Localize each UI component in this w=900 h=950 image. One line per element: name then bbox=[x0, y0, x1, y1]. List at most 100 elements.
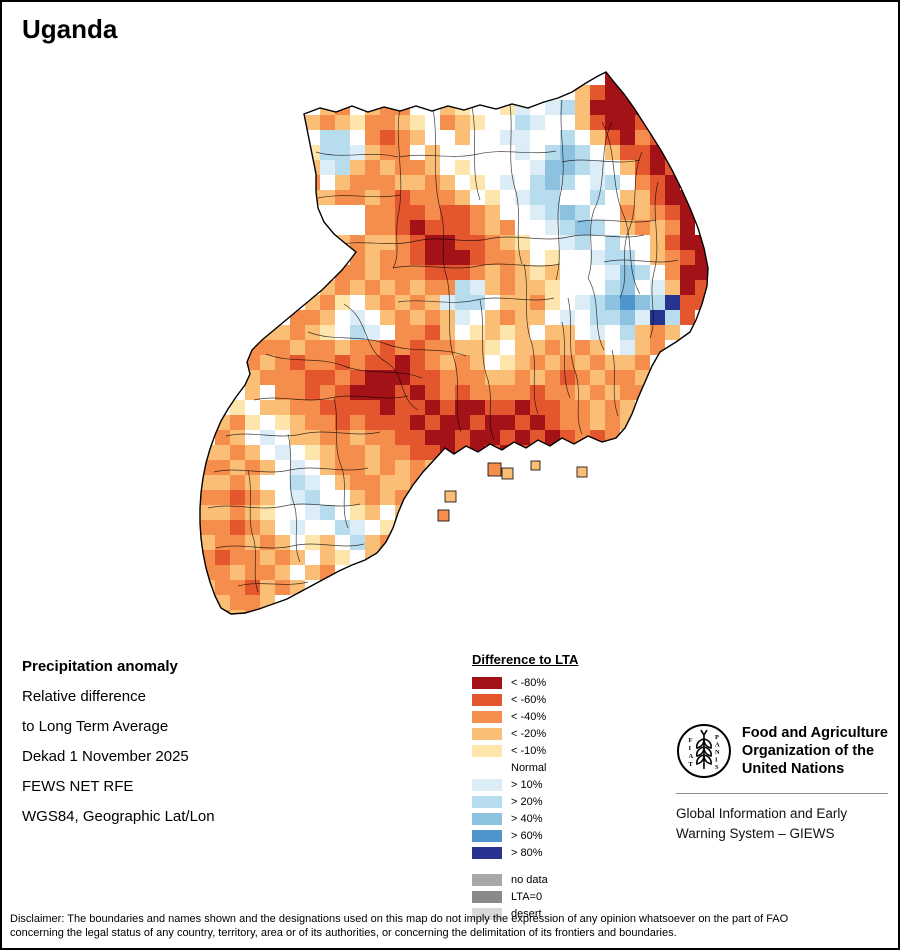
map-cell bbox=[680, 250, 695, 265]
map-cell bbox=[425, 430, 440, 445]
map-cell bbox=[395, 220, 410, 235]
legend-label: > 20% bbox=[511, 795, 543, 808]
map-cell bbox=[605, 280, 620, 295]
map-cell bbox=[590, 220, 605, 235]
map-cell bbox=[380, 220, 395, 235]
map-cell bbox=[500, 235, 515, 250]
disclaimer: Disclaimer: The boundaries and names sho… bbox=[10, 912, 894, 940]
map-cell bbox=[455, 220, 470, 235]
map-cell bbox=[470, 190, 485, 205]
legend-label: LTA=0 bbox=[511, 890, 543, 903]
map-cell bbox=[290, 415, 305, 430]
map-cell bbox=[605, 310, 620, 325]
map-cell bbox=[605, 115, 620, 130]
district-line bbox=[287, 433, 301, 563]
map-cell bbox=[485, 145, 500, 160]
map-cell bbox=[440, 385, 455, 400]
map-cell bbox=[350, 460, 365, 475]
map-cell bbox=[650, 160, 665, 175]
map-cell bbox=[305, 535, 320, 550]
map-cell bbox=[680, 205, 695, 220]
map-cell bbox=[275, 460, 290, 475]
map-cell bbox=[605, 385, 620, 400]
map-cell bbox=[395, 295, 410, 310]
map-cell bbox=[200, 535, 215, 550]
map-cell bbox=[500, 355, 515, 370]
map-cell bbox=[560, 100, 575, 115]
map-cell bbox=[695, 250, 708, 265]
map-cell bbox=[440, 190, 455, 205]
legend-title: Difference to LTA bbox=[472, 652, 579, 667]
map-cell bbox=[515, 415, 530, 430]
legend-item: > 20% bbox=[472, 793, 652, 810]
district-line bbox=[225, 431, 381, 437]
map-cell bbox=[515, 430, 530, 445]
map-cell bbox=[440, 430, 455, 445]
map-cell bbox=[560, 295, 575, 310]
map-cell bbox=[455, 175, 470, 190]
map-cell bbox=[455, 295, 470, 310]
map-cell bbox=[410, 340, 425, 355]
map-cell bbox=[395, 475, 410, 490]
map-cell bbox=[260, 385, 275, 400]
map-cell bbox=[380, 445, 395, 460]
map-cell bbox=[530, 310, 545, 325]
map-cell bbox=[560, 340, 575, 355]
map-cell bbox=[650, 265, 665, 280]
legend-swatch bbox=[472, 846, 502, 859]
map-cell bbox=[245, 580, 260, 595]
map-cell bbox=[440, 235, 455, 250]
map-cell bbox=[260, 370, 275, 385]
country-outline bbox=[199, 71, 709, 615]
map-cell bbox=[290, 535, 305, 550]
map-cell bbox=[635, 265, 650, 280]
map-cell bbox=[575, 190, 590, 205]
map-cell bbox=[500, 415, 515, 430]
map-cell bbox=[245, 430, 260, 445]
legend-item: < -20% bbox=[472, 725, 652, 742]
map-cell bbox=[260, 505, 275, 520]
map-cell bbox=[395, 160, 410, 175]
map-cell bbox=[245, 595, 260, 610]
map-cell bbox=[605, 250, 620, 265]
map-cell bbox=[380, 535, 395, 550]
map-cell bbox=[335, 280, 350, 295]
map-cell bbox=[560, 325, 575, 340]
map-cell bbox=[575, 325, 590, 340]
map-cell bbox=[410, 475, 425, 490]
map-cell bbox=[500, 160, 515, 175]
map-cell bbox=[470, 130, 485, 145]
map-cell bbox=[305, 415, 320, 430]
lake-island bbox=[576, 466, 588, 478]
map-cell bbox=[260, 535, 275, 550]
raster-grid bbox=[200, 72, 708, 614]
map-cell bbox=[560, 175, 575, 190]
map-cell bbox=[515, 340, 530, 355]
map-cell bbox=[545, 190, 560, 205]
map-cell bbox=[305, 115, 320, 130]
legend-item: Normal bbox=[472, 759, 652, 776]
map-cell bbox=[605, 145, 620, 160]
map-cell bbox=[380, 190, 395, 205]
map-cell bbox=[590, 265, 605, 280]
map-cell bbox=[665, 310, 680, 325]
map-cell bbox=[275, 580, 290, 595]
map-cell bbox=[365, 175, 380, 190]
map-cell bbox=[560, 445, 575, 460]
map-cell bbox=[515, 220, 530, 235]
map-cell bbox=[305, 490, 320, 505]
map-cell bbox=[455, 310, 470, 325]
map-cell bbox=[215, 475, 230, 490]
map-cell bbox=[545, 430, 560, 445]
map-cell bbox=[260, 415, 275, 430]
map-cell bbox=[515, 280, 530, 295]
map-cell bbox=[485, 385, 500, 400]
map-cell bbox=[335, 325, 350, 340]
map-cell bbox=[635, 340, 650, 355]
legend-swatch bbox=[472, 761, 502, 774]
map-cell bbox=[500, 370, 515, 385]
map-cell bbox=[230, 415, 245, 430]
legend-label: > 60% bbox=[511, 829, 543, 842]
map-cell bbox=[485, 235, 500, 250]
map-cell bbox=[365, 250, 380, 265]
